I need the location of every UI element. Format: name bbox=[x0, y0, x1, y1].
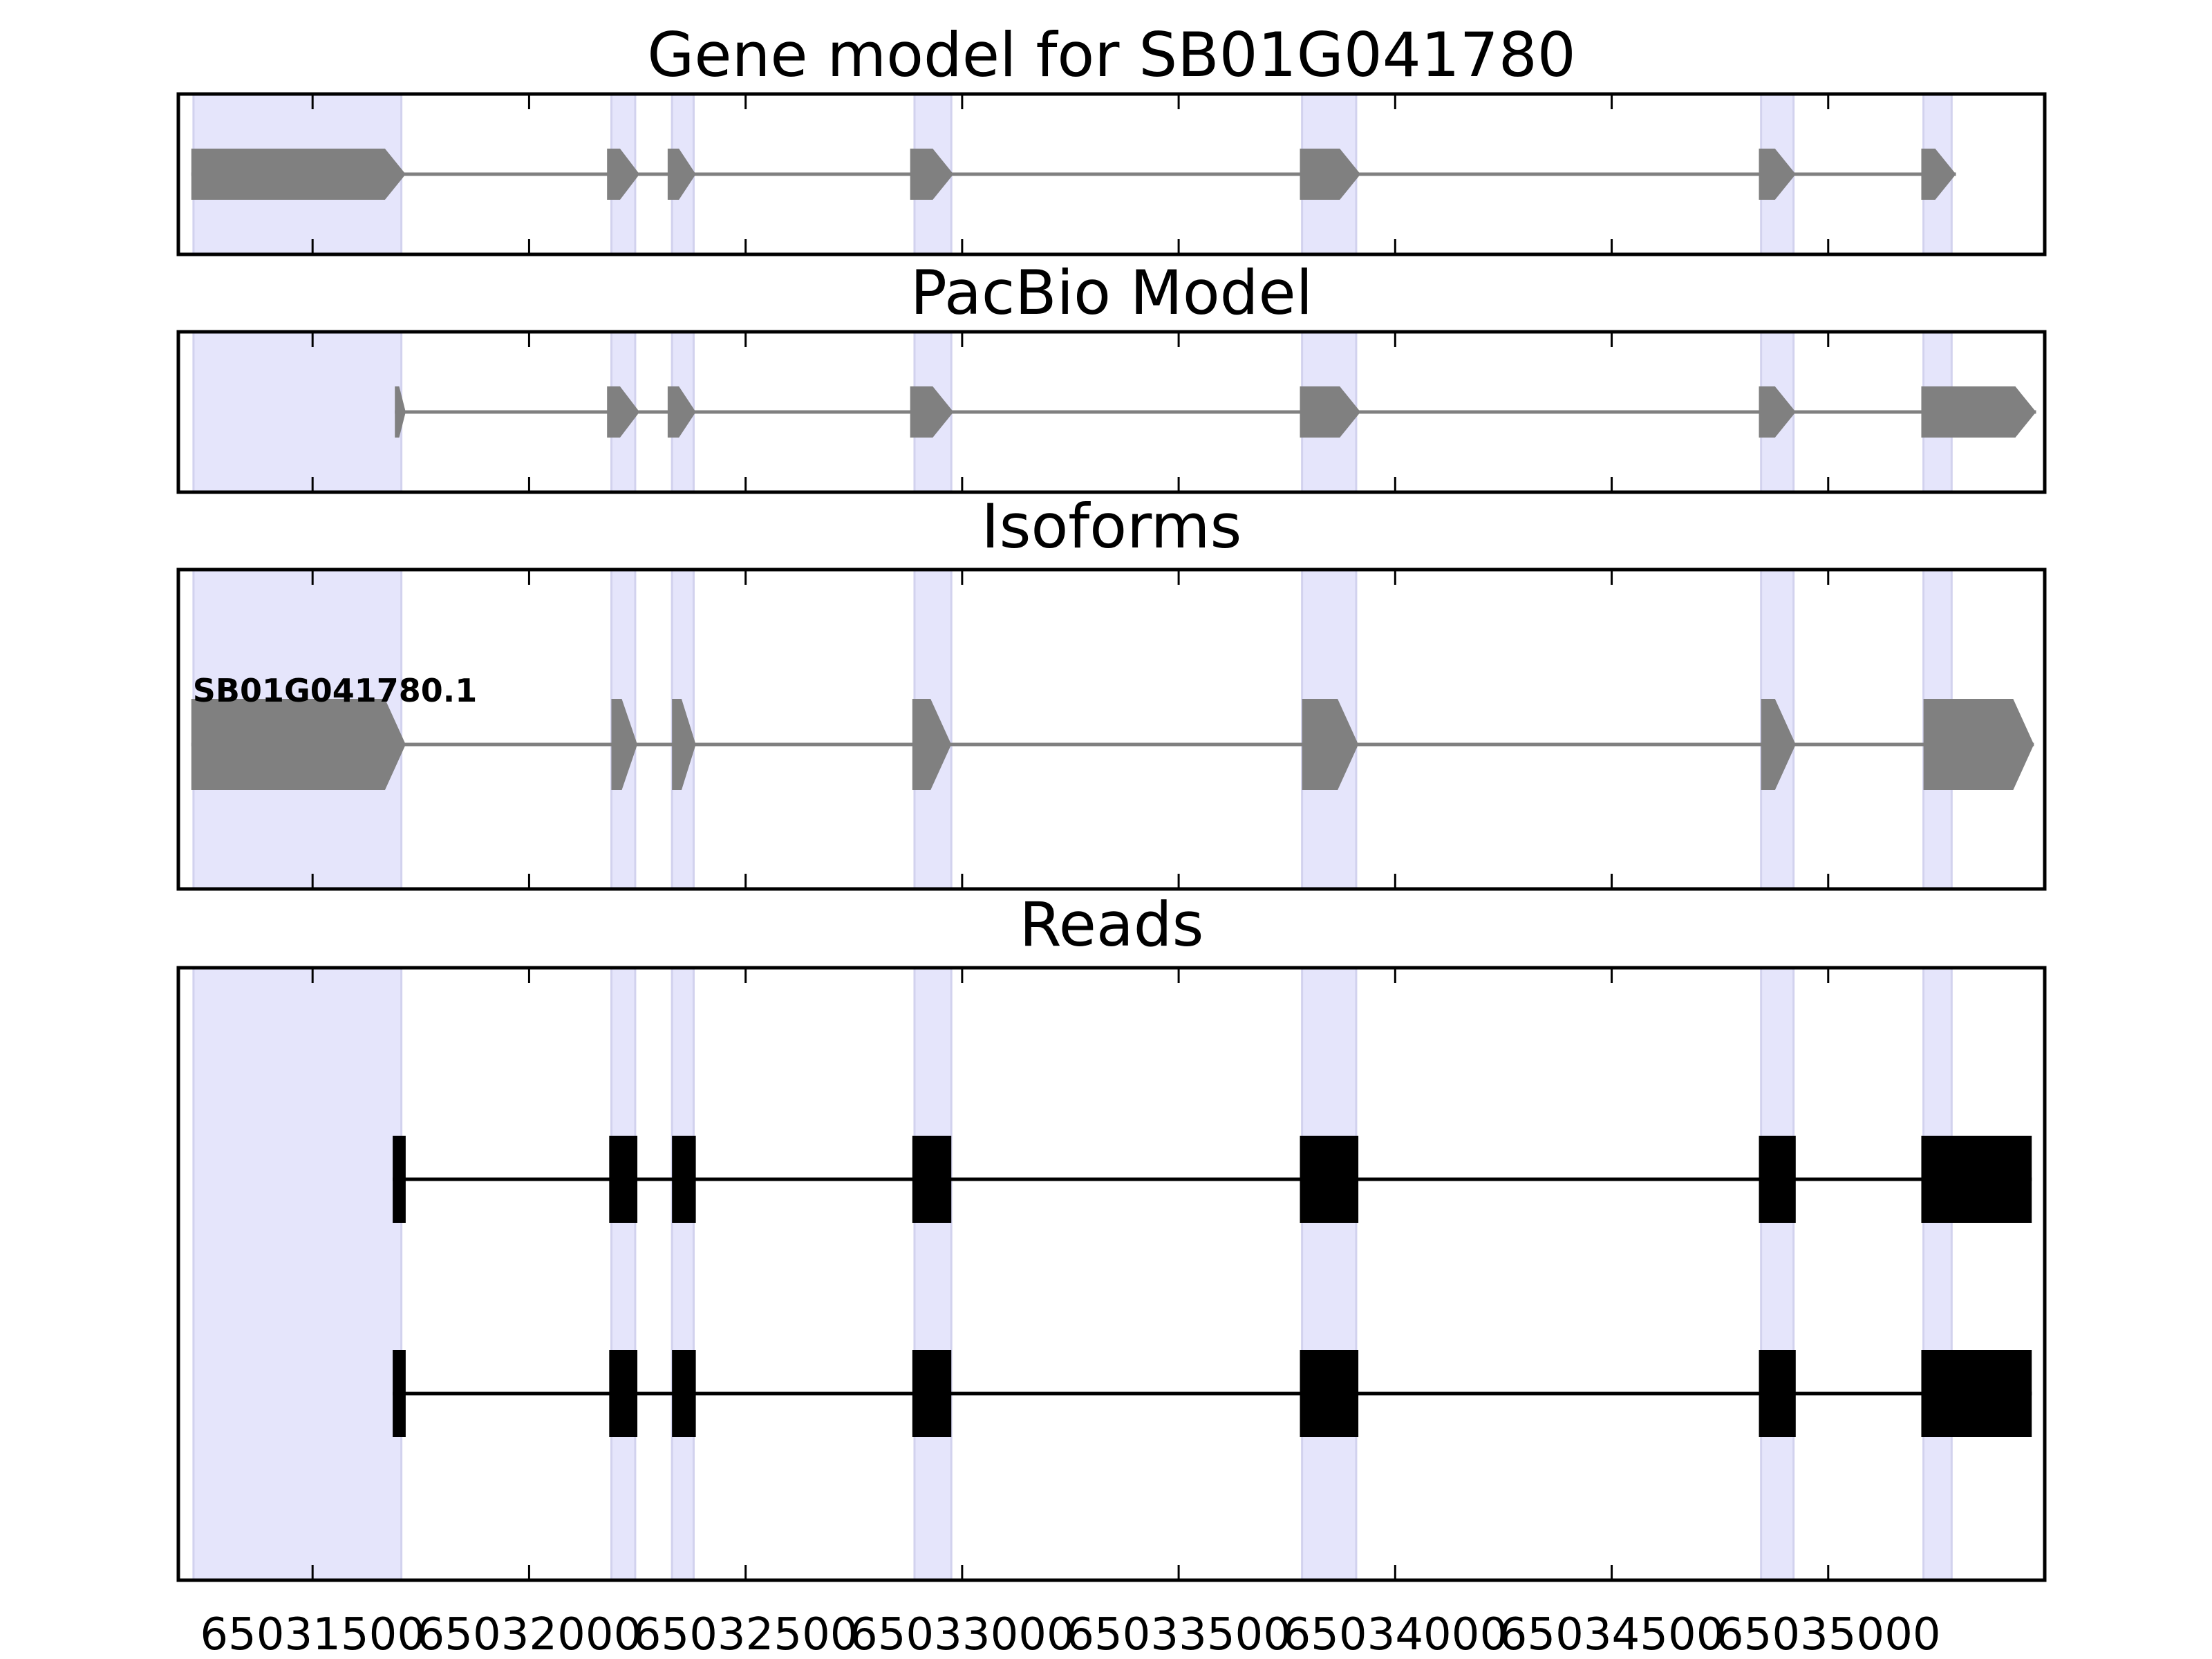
read-1-exon-6 bbox=[1759, 1136, 1796, 1223]
isoform-1-exon-4 bbox=[912, 699, 952, 790]
pacbio-model-exon-4 bbox=[910, 386, 954, 438]
read-2-exon-5 bbox=[1300, 1350, 1359, 1437]
gene-model-exon-7 bbox=[1921, 149, 1956, 200]
read-2-exon-2 bbox=[609, 1350, 638, 1437]
pacbio-model-highlight-region-1 bbox=[192, 330, 403, 494]
pacbio-model-exon-5 bbox=[1300, 386, 1361, 438]
x-tick-label-2: 65032000 bbox=[417, 1609, 642, 1659]
isoform-label-1: SB01G041780.1 bbox=[193, 672, 477, 709]
reads-highlight-region-3 bbox=[671, 966, 695, 1582]
isoform-1-exon-1 bbox=[191, 699, 406, 790]
read-1-exon-3 bbox=[672, 1136, 696, 1223]
read-1-exon-1 bbox=[393, 1136, 406, 1223]
isoform-1-exon-7 bbox=[1923, 699, 2034, 790]
gene-model-exon-1 bbox=[191, 149, 406, 200]
pacbio-model-exon-3 bbox=[667, 386, 696, 438]
read-2-exon-1 bbox=[393, 1350, 406, 1437]
x-tick-label-3: 65032500 bbox=[633, 1609, 859, 1659]
read-1-exon-4 bbox=[912, 1136, 952, 1223]
gene-model-exon-4 bbox=[910, 149, 954, 200]
gene-model-exon-3 bbox=[667, 149, 696, 200]
x-tick-label-4: 65033000 bbox=[850, 1609, 1075, 1659]
pacbio-model-title: PacBio Model bbox=[910, 257, 1313, 328]
read-1-exon-5 bbox=[1300, 1136, 1359, 1223]
read-1-exon-2 bbox=[609, 1136, 638, 1223]
reads-panel: Reads bbox=[176, 889, 2047, 1582]
gene-model-exon-5 bbox=[1300, 149, 1361, 200]
pacbio-model-frame bbox=[176, 330, 2047, 494]
gene-model-exon-2 bbox=[607, 149, 640, 200]
read-2-exon-7 bbox=[1921, 1350, 2032, 1437]
gene-model-title: Gene model for SB01G041780 bbox=[647, 19, 1576, 91]
pacbio-model-exon-1 bbox=[395, 386, 406, 438]
reads-highlight-region-2 bbox=[610, 966, 637, 1582]
isoform-1-exon-2 bbox=[611, 699, 638, 790]
x-axis: 6503150065032000650325006503300065033500… bbox=[200, 1609, 1940, 1659]
x-tick-label-1: 65031500 bbox=[200, 1609, 425, 1659]
isoforms-frame bbox=[176, 568, 2047, 891]
reads-highlight-region-5 bbox=[1301, 966, 1358, 1582]
x-tick-label-6: 65034000 bbox=[1282, 1609, 1508, 1659]
reads-highlight-region-6 bbox=[1760, 966, 1795, 1582]
isoform-1-exon-3 bbox=[672, 699, 696, 790]
isoform-1-exon-6 bbox=[1761, 699, 1796, 790]
read-2-exon-4 bbox=[912, 1350, 952, 1437]
x-tick-label-5: 65033500 bbox=[1066, 1609, 1291, 1659]
pacbio-model-exon-6 bbox=[1759, 386, 1796, 438]
isoforms-title: Isoforms bbox=[982, 491, 1242, 562]
reads-highlight-region-7 bbox=[1922, 966, 1953, 1582]
reads-highlight-region-1 bbox=[192, 966, 403, 1582]
read-2-exon-3 bbox=[672, 1350, 696, 1437]
gene-model-frame bbox=[176, 92, 2047, 256]
read-1-exon-7 bbox=[1921, 1136, 2032, 1223]
read-2-exon-6 bbox=[1759, 1350, 1796, 1437]
isoform-1-exon-5 bbox=[1302, 699, 1359, 790]
pacbio-model-exon-7 bbox=[1921, 386, 2036, 438]
pacbio-model-exon-2 bbox=[607, 386, 640, 438]
isoforms-panel: Isoforms SB01G041780.1 bbox=[176, 491, 2047, 891]
pacbio-model-panel: PacBio Model bbox=[176, 257, 2047, 494]
x-tick-label-7: 65034500 bbox=[1499, 1609, 1725, 1659]
reads-title: Reads bbox=[1020, 889, 1204, 960]
gene-model-panel: Gene model for SB01G041780 bbox=[176, 19, 2047, 256]
reads-highlight-region-4 bbox=[913, 966, 953, 1582]
x-tick-label-8: 65035000 bbox=[1716, 1609, 1941, 1659]
gene-model-exon-6 bbox=[1759, 149, 1796, 200]
reads-frame bbox=[176, 966, 2047, 1582]
